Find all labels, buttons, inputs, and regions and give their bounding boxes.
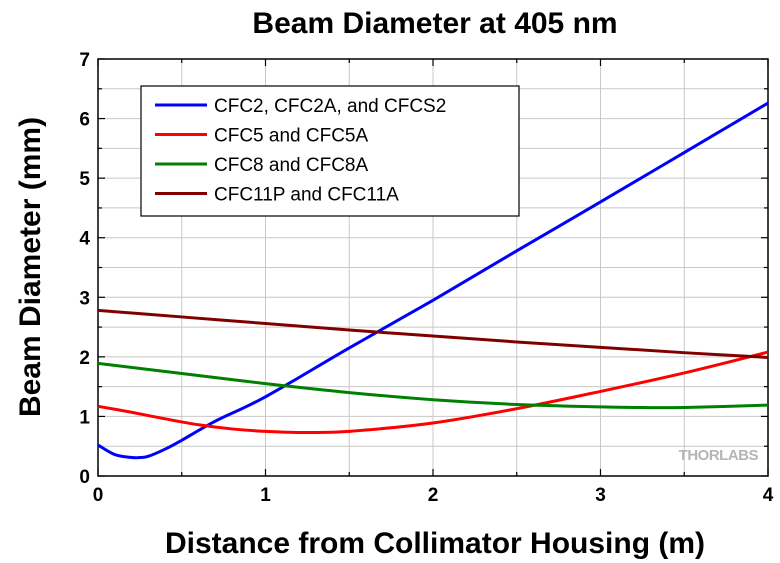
chart-title: Beam Diameter at 405 nm [252, 7, 617, 40]
legend-entry-label: CFC2, CFC2A, and CFCS2 [214, 96, 446, 117]
legend: CFC2, CFC2A, and CFCS2 CFC5 and CFC5A CFC8… [140, 85, 520, 217]
y-tick-label: 5 [79, 169, 90, 190]
series-lines [97, 101, 769, 460]
x-tick-label: 3 [595, 485, 606, 506]
y-tick-label: 4 [79, 229, 90, 250]
series-line-cfc5-and-cfc5a [97, 350, 769, 435]
y-tick-label: 2 [79, 348, 90, 369]
x-tick-label: 2 [428, 485, 439, 506]
legend-entry-label: CFC11P and CFC11A [214, 185, 399, 206]
series-line-cfc8-and-cfc8a [97, 361, 769, 410]
series-line-cfc2-cfc2a-and-cfcs2 [97, 101, 769, 460]
y-tick-label: 1 [79, 407, 90, 428]
x-tick-label: 4 [763, 485, 774, 506]
series-line-cfc11p-and-cfc11a [97, 308, 769, 359]
legend-entry-label: CFC5 and CFC5A [214, 126, 368, 147]
thorlabs-watermark: THORLABS [679, 447, 759, 464]
x-tick-label: 0 [93, 485, 104, 506]
y-axis-label: Beam Diameter (mm) [14, 117, 47, 417]
x-tick-label: 1 [260, 485, 271, 506]
y-tick-label: 6 [79, 110, 90, 131]
tick-labels: 0 1 2 3 4 0 1 2 3 4 5 6 7 [79, 50, 773, 506]
y-tick-label: 0 [79, 467, 90, 488]
y-tick-label: 3 [79, 288, 90, 309]
axis-ticks [97, 58, 769, 477]
legend-entry-label: CFC8 and CFC8A [214, 155, 368, 176]
y-tick-label: 7 [79, 50, 90, 71]
x-axis-label: Distance from Collimator Housing (m) [165, 527, 705, 560]
